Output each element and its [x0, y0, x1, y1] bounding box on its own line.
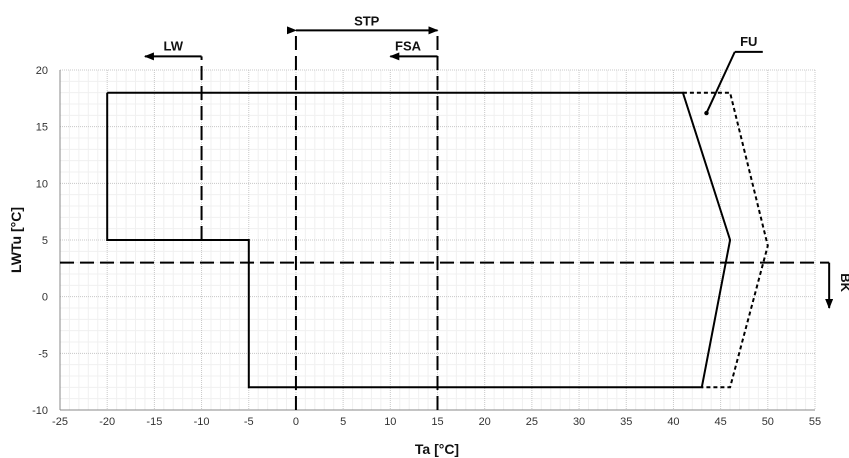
y-tick-label: 10: [36, 178, 48, 190]
x-tick-label: -20: [99, 416, 115, 428]
annotation-label-bk: BK: [838, 273, 849, 292]
x-tick-label: 15: [431, 416, 443, 428]
y-tick-label: 0: [42, 292, 48, 304]
y-tick-label: 15: [36, 122, 48, 134]
x-tick-label: 40: [667, 416, 679, 428]
x-tick-label: 30: [573, 416, 585, 428]
y-tick-label: -5: [38, 348, 48, 360]
x-tick-label: 5: [340, 416, 346, 428]
x-tick-label: 35: [620, 416, 632, 428]
x-axis-label: Ta [°C]: [415, 441, 459, 457]
y-tick-label: 20: [36, 65, 48, 77]
annotation-label-lw: LW: [164, 38, 184, 53]
y-tick-label: -10: [32, 405, 48, 417]
x-tick-label: -5: [244, 416, 254, 428]
x-tick-label: 50: [762, 416, 774, 428]
tick-labels: -25 -20 -15 -10 -5 0 5 10 15 20 25 30 35 40 45 50 55-10-…: [32, 65, 821, 428]
x-tick-label: -15: [146, 416, 162, 428]
reference-lines: [60, 30, 830, 410]
x-tick-label: -10: [194, 416, 210, 428]
x-tick-label: 10: [384, 416, 396, 428]
x-tick-label: 45: [715, 416, 727, 428]
annotations: LW STP FSA FU BK: [143, 13, 849, 309]
x-tick-label: -25: [52, 416, 68, 428]
x-tick-label: 25: [526, 416, 538, 428]
annotation-label-fsa: FSA: [395, 38, 422, 53]
y-tick-label: 5: [42, 235, 48, 247]
annotation-label-fu: FU: [740, 34, 757, 49]
plot-area: [106, 91, 769, 389]
annotation-label-stp: STP: [354, 13, 380, 28]
x-tick-label: 0: [293, 416, 299, 428]
envelope-solid-line: [106, 91, 732, 389]
x-tick-label: 55: [809, 416, 821, 428]
annotation-leader-fu: [705, 51, 736, 114]
envelope-dotted-line: [682, 91, 769, 389]
y-axis-label: LWTu [°C]: [8, 207, 24, 273]
x-tick-label: 20: [479, 416, 491, 428]
